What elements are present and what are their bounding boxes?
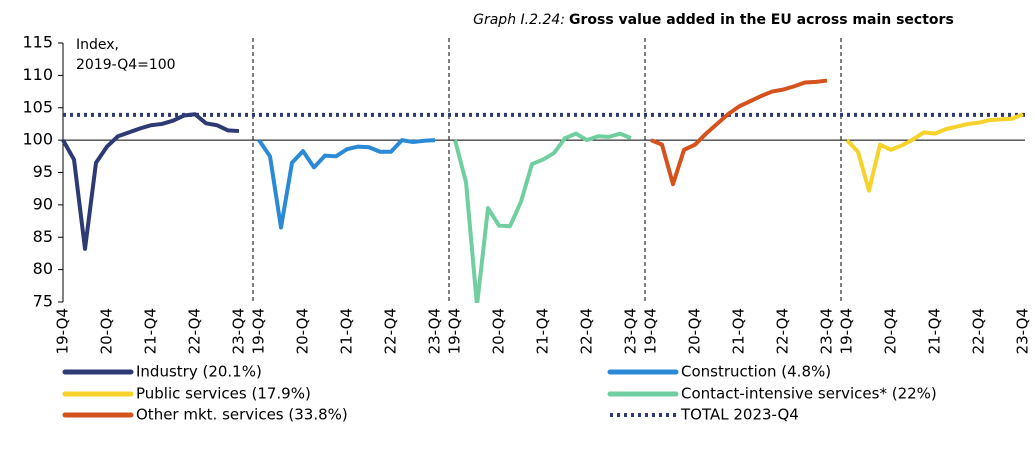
y-tick-label: 90	[33, 194, 53, 213]
x-tick-label: 23-Q4	[818, 308, 836, 354]
y-tick-label: 100	[22, 130, 53, 149]
x-tick-label: 22-Q4	[970, 308, 988, 354]
x-tick-label: 20-Q4	[882, 308, 900, 354]
y-tick-label: 105	[22, 97, 53, 116]
y-axis-label: 2019-Q4=100	[76, 57, 176, 73]
x-tick-label: 21-Q4	[534, 308, 552, 354]
title-prefix: Graph I.2.24:	[473, 12, 565, 28]
x-tick-label: 20-Q4	[490, 308, 508, 354]
x-tick-label: 23-Q4	[1014, 308, 1032, 354]
series-line	[453, 131, 632, 303]
y-tick-label: 110	[22, 65, 53, 84]
x-tick-label: 21-Q4	[926, 308, 944, 354]
y-tick-label: 95	[33, 162, 53, 181]
chart-title: Gross value added in the EU across main …	[569, 12, 954, 28]
y-tick-label: 75	[33, 292, 53, 311]
x-tick-label: 20-Q4	[686, 308, 704, 354]
x-tick-label: 19-Q4	[250, 308, 268, 354]
plot-area	[61, 78, 1024, 303]
x-tick-label: 23-Q4	[426, 308, 444, 354]
legend-label: Industry (20.1%)	[136, 363, 262, 381]
x-tick-label: 19-Q4	[54, 308, 72, 354]
y-tick-label: 85	[33, 227, 53, 246]
x-tick-label: 21-Q4	[338, 308, 356, 354]
legend-label: Construction (4.8%)	[681, 363, 831, 381]
x-tick-label: 21-Q4	[142, 308, 160, 354]
series-line	[845, 112, 1024, 193]
x-tick-label: 21-Q4	[730, 308, 748, 354]
y-axis-label: Index,	[76, 37, 119, 53]
legend-label: TOTAL 2023-Q4	[680, 406, 799, 424]
legend-label: Contact-intensive services* (22%)	[681, 385, 937, 403]
x-tick-label: 19-Q4	[642, 308, 660, 354]
legend-label: Other mkt. services (33.8%)	[136, 406, 348, 424]
series-line	[650, 78, 828, 187]
x-tick-label: 19-Q4	[446, 308, 464, 354]
x-tick-label: 22-Q4	[774, 308, 792, 354]
series-line	[61, 112, 240, 251]
x-tick-label: 23-Q4	[230, 308, 248, 354]
series-line	[257, 138, 436, 230]
x-tick-label: 22-Q4	[382, 308, 400, 354]
x-tick-label: 23-Q4	[622, 308, 640, 354]
x-tick-label: 20-Q4	[294, 308, 312, 354]
x-tick-label: 20-Q4	[98, 308, 116, 354]
y-tick-label: 115	[22, 33, 53, 52]
x-tick-label: 19-Q4	[838, 308, 856, 354]
y-tick-label: 80	[33, 259, 53, 278]
x-tick-label: 22-Q4	[186, 308, 204, 354]
legend-label: Public services (17.9%)	[136, 385, 311, 403]
x-tick-label: 22-Q4	[578, 308, 596, 354]
